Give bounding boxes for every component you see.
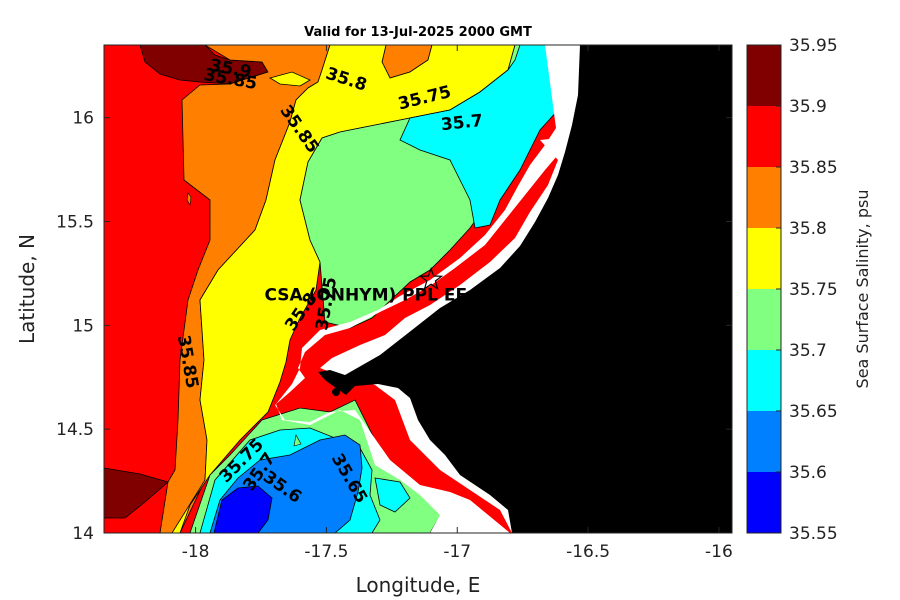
contour-label: 35.7 (440, 111, 484, 135)
x-tick-label: -17.5 (304, 542, 348, 562)
x-tick-label: -16.5 (566, 542, 610, 562)
salinity-small-feature (293, 434, 302, 447)
colorbar-segment (747, 472, 781, 533)
x-tick-label: -18 (182, 542, 210, 562)
colorbar-segment (747, 167, 781, 228)
colorbar-segment (747, 411, 781, 472)
colorbar-tick-label: 35.8 (789, 219, 827, 239)
x-tick-label: -17 (443, 542, 471, 562)
colorbar-segment (747, 228, 781, 289)
colorbar-ticks: 35.55 35.6 35.65 35.7 35.75 35.8 35.85 35.9 35.9… (776, 36, 838, 544)
colorbar-segment (747, 45, 781, 106)
colorbar-tick-label: 35.85 (789, 158, 838, 178)
y-tick-label: 16 (72, 109, 94, 129)
site-star-icon (418, 266, 444, 291)
y-tick-label: 15 (72, 316, 94, 336)
y-tick-label: 15.5 (56, 213, 94, 233)
land-mass (318, 45, 732, 533)
x-axis-label: Longitude, E (356, 573, 481, 597)
colorbar-tick-label: 35.75 (789, 280, 838, 300)
colorbar-label: Sea Surface Salinity, psu (853, 190, 872, 389)
site-label: CSA (ONHYM) PPL EE (264, 286, 467, 306)
salinity-bin-35-65-north (399, 45, 561, 229)
colorbar-tick-label: 35.55 (789, 524, 838, 544)
map-area: 35.935.85 35.835.7535.735.8535.835.7535.8… (104, 45, 732, 533)
salinity-island-feature (186, 192, 192, 206)
salinity-bin-35-65-patch (374, 477, 411, 513)
goree-island (332, 388, 340, 396)
y-tick-label: 14.5 (56, 420, 94, 440)
y-axis-ticks: 14 14.5 15 15.5 16 (56, 109, 732, 544)
x-axis-ticks: -18 -17.5 -17 -16.5 -16 (182, 45, 733, 562)
salinity-bin-35-90-south (104, 467, 169, 519)
y-tick-label: 14 (72, 524, 94, 544)
salinity-bin-35-55 (213, 485, 273, 533)
colorbar-tick-label: 35.95 (789, 36, 838, 56)
colorbar-tick-label: 35.65 (789, 402, 838, 422)
colorbar-tick-label: 35.9 (789, 97, 827, 117)
colorbar-segment (747, 289, 781, 350)
map-title: Valid for 13-Jul-2025 2000 GMT (304, 25, 532, 40)
map-frame (103, 44, 733, 534)
salinity-bin-35-75-patch (268, 71, 311, 87)
x-tick-label: -16 (705, 542, 733, 562)
colorbar-tick-label: 35.7 (789, 341, 827, 361)
y-axis-label: Latitude, N (15, 234, 39, 344)
colorbar (747, 45, 781, 533)
no-data-coastal-strip (275, 45, 580, 533)
colorbar-segment (747, 106, 781, 167)
colorbar-segment (747, 350, 781, 411)
colorbar-tick-label: 35.6 (789, 463, 827, 483)
